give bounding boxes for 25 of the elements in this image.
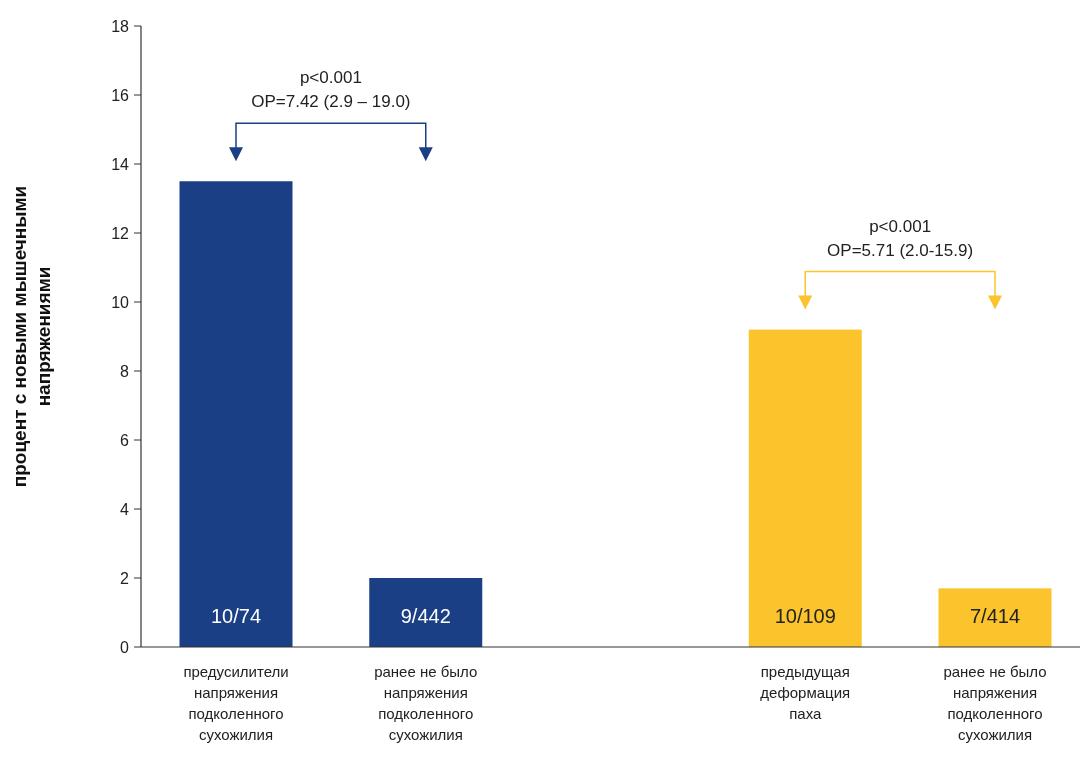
x-tick-label: ранее не было напряжения подколенного сухожилия	[943, 663, 1047, 743]
y-tick-label: 4	[120, 500, 130, 518]
x-tick-label: ранее не было напряжения подколенного сухожилия	[374, 663, 478, 743]
annotation: p<0.001 ОР=5.71 (2.0-15.9)	[827, 216, 974, 260]
bar	[179, 181, 293, 647]
data-label: 7/414	[969, 605, 1021, 627]
bar	[748, 329, 862, 647]
y-tick-label: 0	[120, 638, 130, 656]
data-label: 10/109	[774, 605, 836, 627]
bar	[938, 588, 1052, 647]
y-tick-label: 14	[111, 155, 130, 173]
data-label: 9/442	[400, 605, 451, 627]
y-tick-label: 10	[111, 293, 130, 311]
y-tick-label: 6	[120, 431, 130, 449]
y-tick-label: 2	[120, 569, 130, 587]
y-tick-label: 18	[111, 17, 130, 35]
x-tick-label: предусилители напряжения подколенного сухожилия	[183, 663, 289, 743]
y-tick-label: 8	[120, 362, 130, 380]
annotation: p<0.001 ОР=7.42 (2.9 – 19.0)	[251, 68, 411, 112]
bar	[369, 578, 483, 647]
y-axis-title: процент с новыми мышечными напряжениями	[9, 185, 54, 488]
y-tick-label: 12	[111, 224, 130, 242]
data-label: 10/74	[210, 605, 262, 627]
y-tick-label: 16	[111, 86, 130, 104]
x-tick-label: предыдущая деформация паха	[760, 663, 851, 722]
